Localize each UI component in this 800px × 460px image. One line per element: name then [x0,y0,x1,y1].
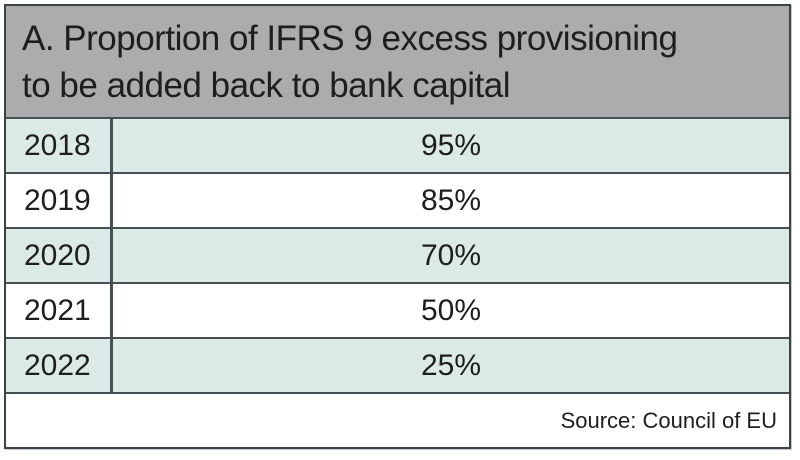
value-cell: 85% [420,183,482,217]
panel-title: A. Proportion of IFRS 9 excess provision… [6,6,789,119]
panel-title-line-2: to be added back to bank capital [22,66,510,105]
source-note: Source: Council of EU [6,394,789,447]
table-row: 2022 25% [6,339,789,394]
year-cell: 2020 [6,229,113,282]
value-cell: 50% [420,293,482,327]
table-row: 2019 85% [6,174,789,229]
table-row: 2020 70% [6,229,789,284]
value-cell: 70% [420,238,482,272]
year-cell: 2021 [6,284,113,337]
year-cell: 2019 [6,174,113,227]
table-row: 2018 95% [6,119,789,174]
year-cell: 2022 [6,339,113,392]
table-panel: A. Proportion of IFRS 9 excess provision… [4,4,791,449]
year-cell: 2018 [6,119,113,172]
panel-title-line-1: A. Proportion of IFRS 9 excess provision… [22,19,678,58]
value-cell: 95% [420,128,482,162]
table-row: 2021 50% [6,284,789,339]
provisioning-table: 2018 95% 2019 85% 2020 70% 2021 50% 2022… [6,119,789,447]
value-cell: 25% [420,348,482,382]
